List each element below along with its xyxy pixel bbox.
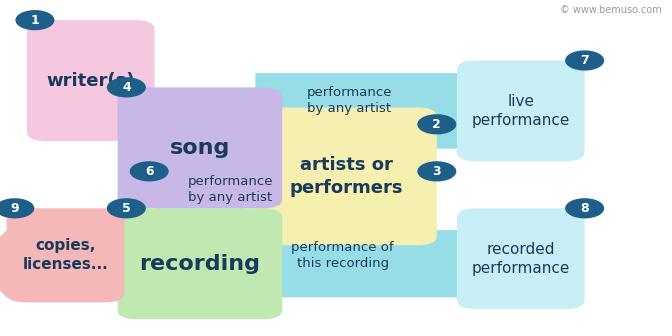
FancyBboxPatch shape: [118, 87, 282, 208]
Circle shape: [130, 162, 168, 181]
Polygon shape: [255, 73, 538, 149]
Text: performance of
this recording: performance of this recording: [292, 241, 394, 270]
Text: © www.bemuso.com: © www.bemuso.com: [560, 5, 662, 15]
Circle shape: [16, 11, 54, 30]
Text: performance
by any artist: performance by any artist: [306, 86, 392, 115]
Text: 2: 2: [432, 118, 442, 131]
Text: copies,
licenses...: copies, licenses...: [23, 238, 108, 272]
FancyBboxPatch shape: [255, 108, 437, 245]
Polygon shape: [0, 230, 124, 297]
Text: recorded
performance: recorded performance: [472, 242, 570, 276]
Text: artists or
performers: artists or performers: [290, 156, 403, 197]
Text: 1: 1: [30, 14, 40, 27]
Circle shape: [108, 199, 145, 218]
Text: 7: 7: [580, 54, 589, 67]
FancyBboxPatch shape: [457, 208, 585, 309]
Circle shape: [566, 199, 603, 218]
Text: 3: 3: [433, 165, 441, 178]
Text: performance
by any artist: performance by any artist: [188, 175, 274, 204]
FancyBboxPatch shape: [457, 60, 585, 161]
Circle shape: [418, 162, 456, 181]
Text: 6: 6: [145, 165, 153, 178]
Circle shape: [418, 115, 456, 134]
FancyBboxPatch shape: [7, 208, 124, 302]
Text: 5: 5: [122, 202, 131, 215]
Text: writer(s): writer(s): [46, 72, 135, 90]
Text: 9: 9: [11, 202, 19, 215]
FancyBboxPatch shape: [27, 20, 155, 141]
FancyBboxPatch shape: [118, 208, 282, 319]
Polygon shape: [157, 208, 244, 319]
Circle shape: [0, 199, 34, 218]
Circle shape: [108, 78, 145, 97]
Text: recording: recording: [139, 254, 261, 274]
Polygon shape: [255, 230, 538, 297]
Text: song: song: [170, 138, 230, 158]
Circle shape: [566, 51, 603, 70]
Text: 4: 4: [122, 81, 131, 94]
Text: 8: 8: [581, 202, 589, 215]
Text: live
performance: live performance: [472, 94, 570, 128]
